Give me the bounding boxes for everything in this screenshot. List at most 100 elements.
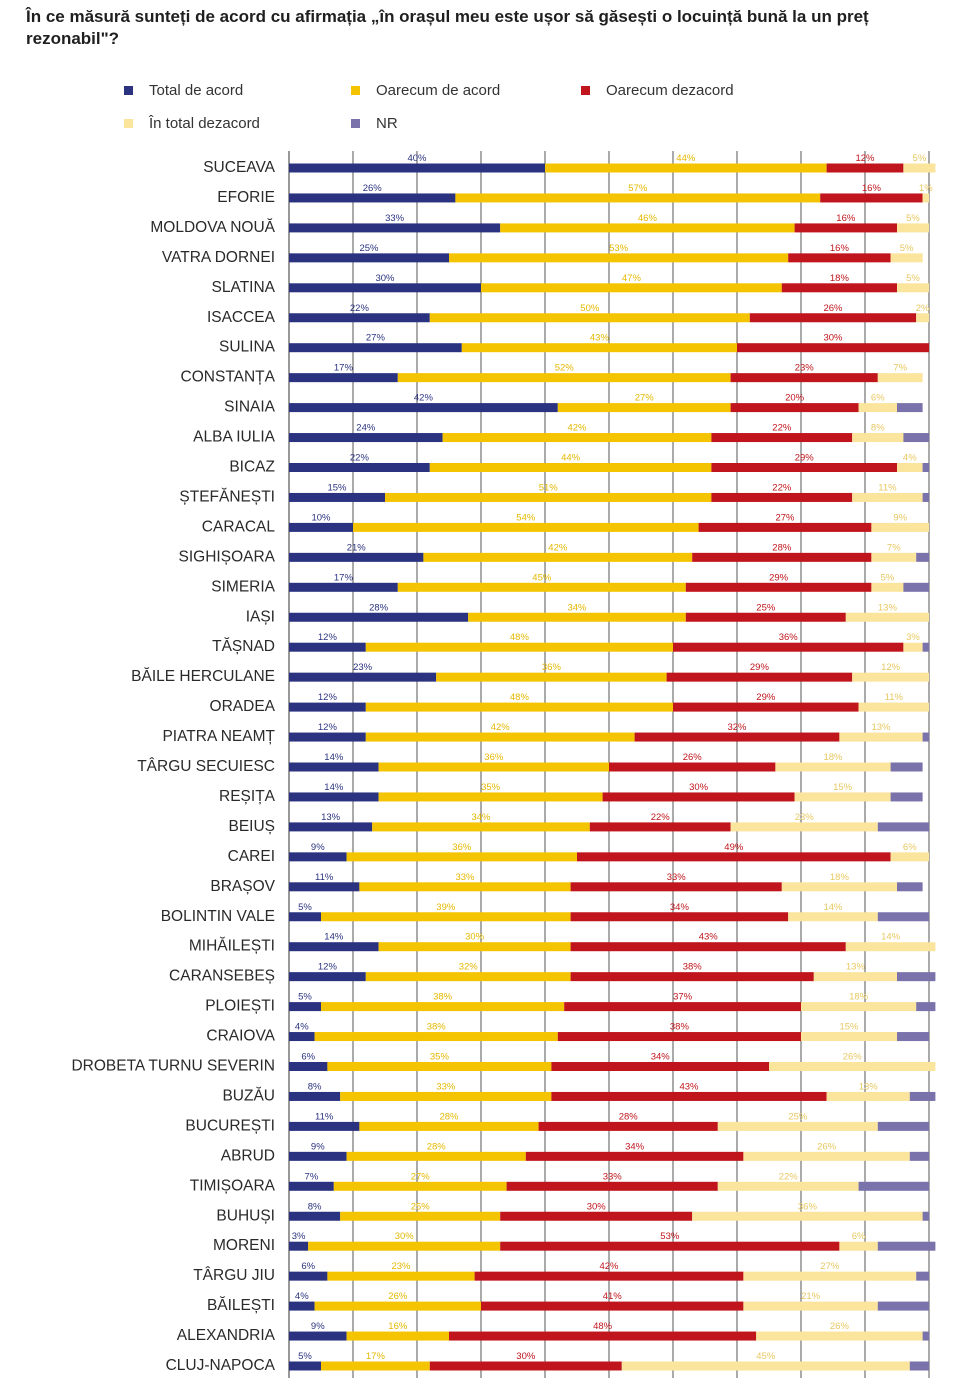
data-label: 5% bbox=[881, 572, 895, 583]
bar-row: BUCUREȘTI 11% 28% 28% 25% bbox=[185, 1111, 929, 1134]
data-label: 16% bbox=[388, 1321, 408, 1332]
bar-segment bbox=[314, 1032, 558, 1042]
bar-segment bbox=[474, 1271, 744, 1281]
data-label: 9% bbox=[311, 842, 325, 853]
bar-segment bbox=[589, 822, 731, 832]
category-label: DROBETA TURNU SEVERIN bbox=[71, 1058, 275, 1075]
data-label: 12% bbox=[318, 692, 338, 703]
bar-segment bbox=[289, 522, 353, 532]
data-label: 54% bbox=[516, 512, 536, 523]
bar-row: BĂILE HERCULANE 23% 36% 29% 12% bbox=[131, 662, 929, 685]
bar-segment bbox=[481, 1301, 744, 1311]
data-label: 18% bbox=[849, 992, 869, 1003]
bar-segment bbox=[289, 433, 443, 443]
category-label: CARACAL bbox=[202, 518, 276, 535]
legend-item-total-dezacord: În total dezacord bbox=[124, 115, 260, 132]
bar-segment bbox=[289, 582, 398, 592]
bar-segment bbox=[788, 912, 878, 922]
data-label: 7% bbox=[887, 542, 901, 553]
bar-segment bbox=[826, 163, 904, 173]
bar-segment bbox=[538, 1121, 718, 1131]
data-label: 18% bbox=[823, 752, 843, 763]
bar-segment bbox=[916, 552, 929, 562]
bar-segment bbox=[289, 1002, 321, 1012]
data-label: 5% bbox=[298, 992, 312, 1003]
bar-segment bbox=[423, 552, 693, 562]
bar-row: ALBA IULIA 24% 42% 22% 8% bbox=[193, 423, 929, 446]
data-label: 18% bbox=[830, 273, 850, 284]
data-label: 21% bbox=[347, 542, 367, 553]
data-label: 26% bbox=[830, 1321, 850, 1332]
bar-segment bbox=[289, 1091, 341, 1101]
data-label: 40% bbox=[407, 153, 427, 164]
category-label: IAȘI bbox=[246, 608, 275, 625]
data-label: 41% bbox=[603, 1291, 623, 1302]
bar-segment bbox=[852, 492, 923, 502]
legend-item-oarecum-dezacord: Oarecum dezacord bbox=[581, 82, 734, 99]
category-label: BUCUREȘTI bbox=[185, 1117, 275, 1134]
bar-segment bbox=[289, 193, 456, 203]
legend-label: Oarecum dezacord bbox=[606, 82, 734, 99]
data-label: 8% bbox=[308, 1201, 322, 1212]
bar-segment bbox=[289, 373, 398, 383]
data-label: 53% bbox=[609, 243, 629, 254]
bar-segment bbox=[737, 343, 929, 353]
category-label: SIMERIA bbox=[211, 578, 275, 595]
bar-segment bbox=[877, 912, 929, 922]
bar-segment bbox=[327, 1062, 552, 1071]
bar-segment bbox=[289, 942, 379, 952]
data-label: 16% bbox=[830, 243, 850, 254]
data-label: 45% bbox=[532, 572, 552, 583]
bar-segment bbox=[909, 1091, 936, 1101]
bar-segment bbox=[801, 1032, 897, 1042]
bar-segment bbox=[289, 403, 558, 413]
bar-segment bbox=[743, 1271, 917, 1281]
data-label: 13% bbox=[871, 722, 891, 733]
bar-segment bbox=[852, 433, 904, 443]
data-label: 29% bbox=[769, 572, 789, 583]
bar-row: BRAȘOV 11% 33% 33% 18% bbox=[210, 872, 923, 895]
bar-segment bbox=[500, 223, 795, 233]
data-label: 22% bbox=[651, 812, 671, 823]
bar-row: BEIUȘ 13% 34% 22% 23% bbox=[228, 812, 929, 835]
bar-row: SINAIA 42% 27% 20% 6% bbox=[224, 393, 923, 416]
data-label: 29% bbox=[750, 662, 770, 673]
data-label: 22% bbox=[772, 423, 792, 434]
data-label: 23% bbox=[391, 1261, 411, 1272]
bar-row: PIATRA NEAMȚ 12% 42% 32% 13% bbox=[162, 722, 929, 745]
bar-segment bbox=[506, 1181, 718, 1191]
data-label: 7% bbox=[893, 363, 907, 374]
data-label: 12% bbox=[881, 662, 901, 673]
data-label: 5% bbox=[298, 1351, 312, 1362]
category-label: ALBA IULIA bbox=[193, 429, 276, 446]
bar-segment bbox=[877, 1121, 929, 1131]
bar-segment bbox=[890, 852, 929, 862]
bar-row: ȘTEFĂNEȘTI 15% 51% 22% 11% bbox=[179, 482, 929, 505]
data-label: 28% bbox=[619, 1111, 639, 1122]
bar-segment bbox=[321, 1002, 565, 1012]
data-label: 14% bbox=[324, 782, 344, 793]
bar-segment bbox=[289, 223, 501, 233]
legend-swatch bbox=[124, 119, 133, 128]
bar-row: CRAIOVA 4% 38% 38% 15% bbox=[206, 1022, 929, 1045]
category-label: REȘIȚA bbox=[219, 788, 276, 805]
bar-row: BUHUȘI 8% 25% 30% 36% bbox=[216, 1201, 929, 1224]
data-label: 46% bbox=[638, 213, 658, 224]
bar-segment bbox=[308, 1241, 501, 1251]
bar-segment bbox=[481, 283, 782, 293]
bar-segment bbox=[839, 1241, 878, 1251]
bar-segment bbox=[897, 882, 923, 892]
category-label: MOLDOVA NOUĂ bbox=[150, 219, 275, 236]
data-label: 43% bbox=[679, 1081, 699, 1092]
bar-segment bbox=[666, 672, 853, 682]
bar-segment bbox=[436, 672, 667, 682]
bar-segment bbox=[634, 732, 840, 742]
category-label: BICAZ bbox=[229, 459, 275, 476]
data-label: 43% bbox=[590, 333, 610, 344]
bar-segment bbox=[877, 822, 929, 832]
bar-segment bbox=[922, 463, 929, 472]
legend-label: Total de acord bbox=[149, 82, 244, 99]
data-label: 36% bbox=[779, 632, 799, 643]
category-label: CONSTANȚA bbox=[181, 369, 276, 386]
category-label: CARANSEBEȘ bbox=[169, 968, 275, 985]
